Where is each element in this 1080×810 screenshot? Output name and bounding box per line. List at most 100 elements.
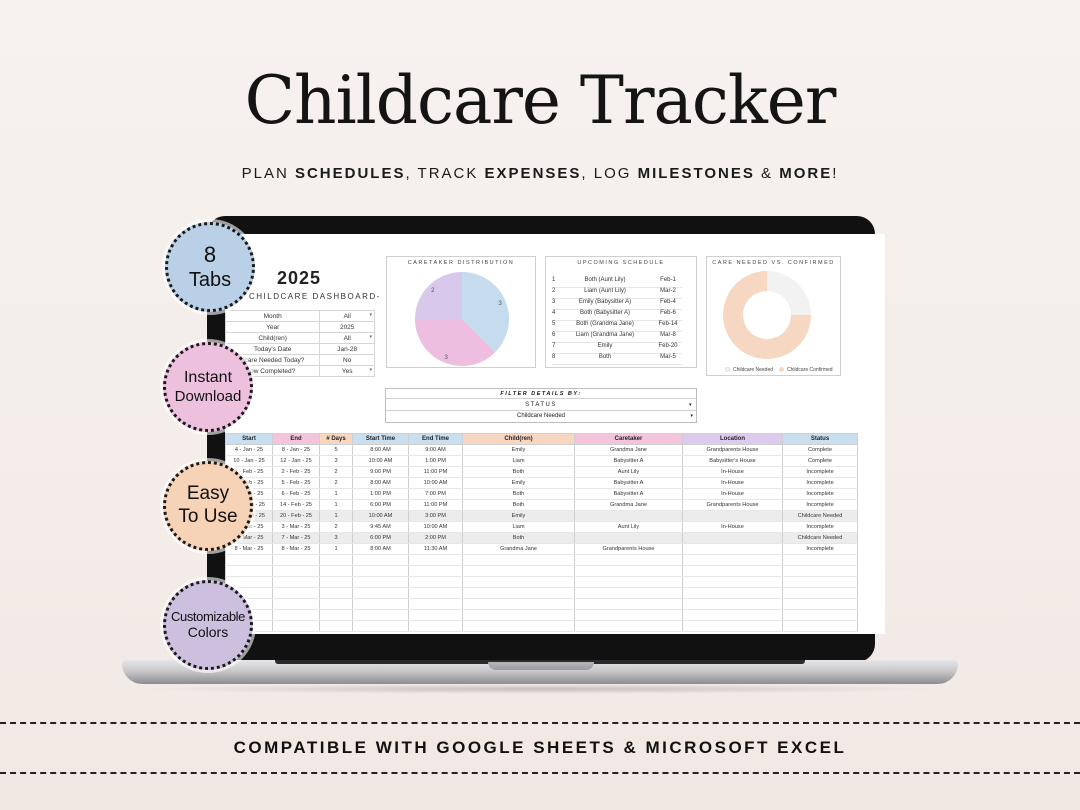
- table-cell[interactable]: [319, 598, 353, 610]
- table-cell[interactable]: 1: [319, 488, 353, 500]
- table-cell[interactable]: [272, 554, 320, 566]
- table-cell[interactable]: 2:00 PM: [408, 532, 463, 544]
- table-row[interactable]: [225, 620, 858, 632]
- table-cell[interactable]: [462, 620, 575, 632]
- table-row[interactable]: [225, 598, 858, 610]
- table-row[interactable]: 2 - Mar - 25 3 - Mar - 25 2 9:45 AM 10:00 AM…: [225, 521, 858, 533]
- table-cell[interactable]: Incomplete: [782, 521, 858, 533]
- table-cell[interactable]: [682, 543, 783, 555]
- table-cell[interactable]: [782, 576, 858, 588]
- table-cell[interactable]: Liam: [462, 521, 575, 533]
- table-cell[interactable]: [408, 620, 463, 632]
- table-cell[interactable]: Childcare Needed: [782, 510, 858, 522]
- table-cell[interactable]: Babysitter's House: [682, 455, 783, 467]
- table-row[interactable]: 4 - Feb - 25 5 - Feb - 25 2 8:00 AM 10:00 AM…: [225, 477, 858, 489]
- filter-value-cell[interactable]: All ▾: [319, 310, 375, 322]
- table-cell[interactable]: [319, 609, 353, 621]
- table-cell[interactable]: Grandma Jane: [574, 499, 683, 511]
- chevron-down-icon[interactable]: ▾: [369, 334, 372, 340]
- table-cell[interactable]: Both: [462, 466, 575, 478]
- table-cell[interactable]: 10:00 AM: [352, 510, 409, 522]
- table-cell[interactable]: Incomplete: [782, 488, 858, 500]
- table-cell[interactable]: [319, 554, 353, 566]
- column-header[interactable]: Child(ren): [462, 433, 575, 445]
- table-cell[interactable]: 6 - Feb - 25: [272, 488, 320, 500]
- table-cell[interactable]: Emily: [462, 477, 575, 489]
- table-cell[interactable]: Babysitter A: [574, 488, 683, 500]
- filter-value-cell[interactable]: All ▾: [319, 332, 375, 344]
- table-cell[interactable]: 2: [319, 477, 353, 489]
- table-cell[interactable]: [682, 598, 783, 610]
- table-cell[interactable]: [574, 620, 683, 632]
- table-row[interactable]: [225, 576, 858, 588]
- table-cell[interactable]: 10:00 AM: [408, 521, 463, 533]
- table-cell[interactable]: [352, 587, 409, 599]
- table-row[interactable]: 4 - Jan - 25 8 - Jan - 25 5 8:00 AM 9:00 AM E…: [225, 444, 858, 456]
- table-cell[interactable]: 2 - Feb - 25: [272, 466, 320, 478]
- table-cell[interactable]: [682, 565, 783, 577]
- table-cell[interactable]: [352, 576, 409, 588]
- table-cell[interactable]: [225, 565, 273, 577]
- table-cell[interactable]: [782, 554, 858, 566]
- table-cell[interactable]: 12 - Jan - 25: [272, 455, 320, 467]
- table-cell[interactable]: [782, 598, 858, 610]
- table-cell[interactable]: [682, 554, 783, 566]
- table-cell[interactable]: [408, 587, 463, 599]
- table-cell[interactable]: [574, 532, 683, 544]
- table-cell[interactable]: Grandparents House: [682, 444, 783, 456]
- filter-value-cell[interactable]: Yes ▾: [319, 365, 375, 377]
- table-cell[interactable]: [462, 554, 575, 566]
- table-cell[interactable]: [272, 576, 320, 588]
- table-cell[interactable]: In-House: [682, 521, 783, 533]
- table-cell[interactable]: 2: [319, 521, 353, 533]
- table-cell[interactable]: 20 - Feb - 25: [272, 510, 320, 522]
- table-cell[interactable]: Both: [462, 499, 575, 511]
- table-cell[interactable]: [272, 609, 320, 621]
- table-cell[interactable]: Grandma Jane: [574, 444, 683, 456]
- table-row[interactable]: [225, 587, 858, 599]
- table-cell[interactable]: [319, 587, 353, 599]
- table-cell[interactable]: Aunt Lily: [574, 466, 683, 478]
- table-cell[interactable]: [352, 598, 409, 610]
- table-cell[interactable]: [682, 620, 783, 632]
- table-cell[interactable]: Both: [462, 532, 575, 544]
- table-cell[interactable]: [225, 554, 273, 566]
- table-cell[interactable]: 3: [319, 532, 353, 544]
- table-cell[interactable]: 14 - Feb - 25: [272, 499, 320, 511]
- table-cell[interactable]: Complete: [782, 455, 858, 467]
- table-cell[interactable]: Grandparents House: [574, 543, 683, 555]
- table-cell[interactable]: [319, 620, 353, 632]
- table-cell[interactable]: 8 - Jan - 25: [272, 444, 320, 456]
- table-cell[interactable]: 8 - Mar - 25: [225, 543, 273, 555]
- table-cell[interactable]: [682, 587, 783, 599]
- table-row[interactable]: 5 - Mar - 25 7 - Mar - 25 3 6:00 PM 2:00 PM B…: [225, 532, 858, 544]
- table-row[interactable]: 1 - Feb - 25 2 - Feb - 25 2 9:00 PM 11:00 PM…: [225, 466, 858, 478]
- table-cell[interactable]: 8:00 AM: [352, 477, 409, 489]
- table-cell[interactable]: [782, 565, 858, 577]
- table-cell[interactable]: [682, 576, 783, 588]
- table-cell[interactable]: [352, 609, 409, 621]
- table-cell[interactable]: Complete: [782, 444, 858, 456]
- table-cell[interactable]: 10:00 AM: [408, 477, 463, 489]
- table-cell[interactable]: Liam: [462, 455, 575, 467]
- column-header[interactable]: Location: [682, 433, 783, 445]
- table-cell[interactable]: [574, 565, 683, 577]
- table-row[interactable]: [225, 554, 858, 566]
- table-row[interactable]: [225, 609, 858, 621]
- table-cell[interactable]: Grandma Jane: [462, 543, 575, 555]
- chevron-down-icon[interactable]: ▾: [369, 367, 372, 373]
- table-cell[interactable]: [574, 598, 683, 610]
- table-cell[interactable]: 10 - Jan - 25: [225, 455, 273, 467]
- filter-value-cell[interactable]: 2025: [319, 321, 375, 333]
- table-cell[interactable]: [408, 565, 463, 577]
- filter-status-value[interactable]: Childcare Needed ▾: [386, 411, 696, 422]
- table-cell[interactable]: Both: [462, 488, 575, 500]
- column-header[interactable]: Caretaker: [574, 433, 683, 445]
- table-cell[interactable]: Incomplete: [782, 543, 858, 555]
- table-cell[interactable]: Incomplete: [782, 499, 858, 511]
- table-cell[interactable]: [574, 576, 683, 588]
- table-cell[interactable]: Incomplete: [782, 466, 858, 478]
